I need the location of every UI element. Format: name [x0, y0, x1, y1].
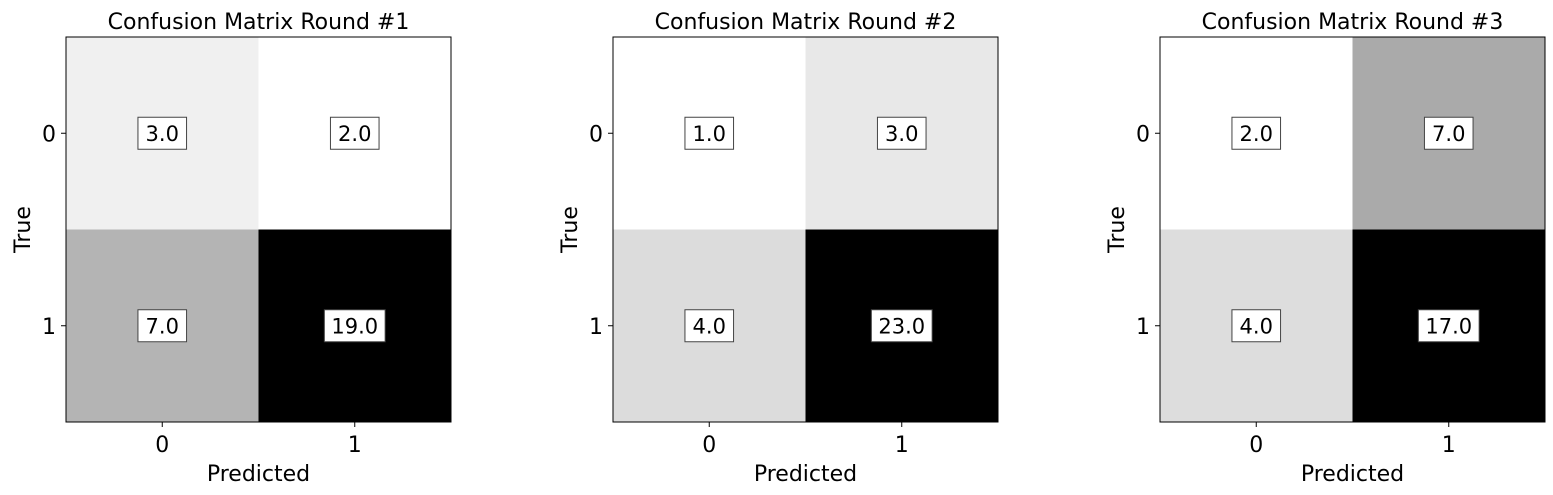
axes-frame: [612, 36, 999, 423]
value-label-box: [1417, 309, 1480, 343]
value-label-r0-c0: 2.0: [1240, 122, 1273, 146]
confusion-matrix-panel-3: 2.0 7.0 4.0 17.0 0 1 0 1 Confusion Matrix Round …: [1105, 10, 1546, 487]
chart-title: Confusion Matrix Round #1: [108, 10, 410, 35]
value-label-box: [1231, 116, 1282, 150]
y-tick-label-0: 0: [42, 122, 56, 147]
value-label-box: [137, 309, 188, 343]
y-tick-label-1: 1: [1136, 315, 1150, 340]
value-label-r1-c0: 4.0: [1240, 314, 1273, 338]
y-tick-label-0: 0: [1136, 122, 1150, 147]
y-axis-label: True: [11, 206, 36, 254]
confusion-matrix-panel-2: 1.0 3.0 4.0 23.0 0 1 0 1 Confusion Matrix Round …: [558, 10, 999, 487]
x-axis-label: Predicted: [1301, 462, 1404, 487]
value-label-r1-c1: 23.0: [878, 314, 925, 338]
value-label-r0-c0: 1.0: [693, 122, 726, 146]
x-tick-label-0: 0: [1249, 433, 1263, 458]
value-label-box: [323, 309, 386, 343]
x-tick-label-0: 0: [702, 433, 716, 458]
axes-frame: [1159, 36, 1546, 423]
value-label-r1-c1: 17.0: [1425, 314, 1472, 338]
value-label-r1-c0: 7.0: [146, 314, 179, 338]
y-tick-label-0: 0: [589, 122, 603, 147]
y-axis-label: True: [1105, 206, 1130, 254]
x-tick-label-1: 1: [895, 433, 909, 458]
x-axis-label: Predicted: [207, 462, 310, 487]
value-label-box: [870, 309, 933, 343]
confusion-matrix-panel-1: 3.0 2.0 7.0 19.0 0 1 0 1 Confusion Matrix Round …: [11, 10, 452, 487]
value-label-box: [1423, 116, 1474, 150]
chart-title: Confusion Matrix Round #2: [655, 10, 957, 35]
y-tick-label-1: 1: [589, 315, 603, 340]
x-tick-label-1: 1: [1442, 433, 1456, 458]
chart-title: Confusion Matrix Round #3: [1202, 10, 1504, 35]
y-axis-label: True: [558, 206, 583, 254]
value-label-r0-c1: 7.0: [1432, 122, 1465, 146]
value-label-box: [684, 116, 735, 150]
axes-frame: [65, 36, 452, 423]
value-label-box: [329, 116, 380, 150]
value-label-r0-c1: 3.0: [885, 122, 918, 146]
x-tick-label-1: 1: [348, 433, 362, 458]
value-label-box: [1231, 309, 1282, 343]
y-tick-label-1: 1: [42, 315, 56, 340]
value-label-r0-c1: 2.0: [338, 122, 371, 146]
x-tick-label-0: 0: [155, 433, 169, 458]
value-label-box: [684, 309, 735, 343]
value-label-box: [137, 116, 188, 150]
value-label-box: [876, 116, 927, 150]
value-label-r1-c0: 4.0: [693, 314, 726, 338]
value-label-r0-c0: 3.0: [146, 122, 179, 146]
value-label-r1-c1: 19.0: [331, 314, 378, 338]
x-axis-label: Predicted: [754, 462, 857, 487]
